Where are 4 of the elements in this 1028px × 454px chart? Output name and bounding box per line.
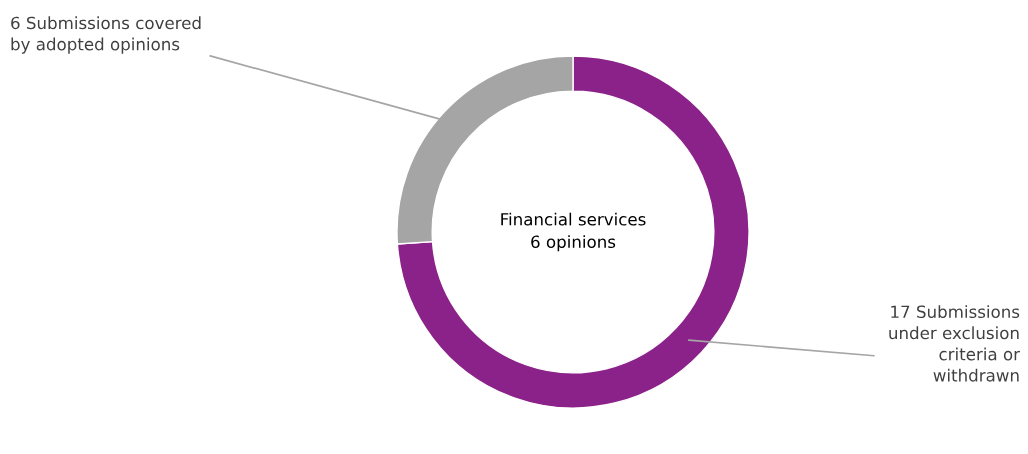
text: Financial services 6 opinions (501, 212, 646, 252)
slice-label: 17 Submissions under exclusion criteria or withdrawn (889, 305, 1020, 382)
donut-slice (396, 55, 750, 409)
slice-label: 6 Submissions covered by adopted opinions (11, 16, 201, 54)
